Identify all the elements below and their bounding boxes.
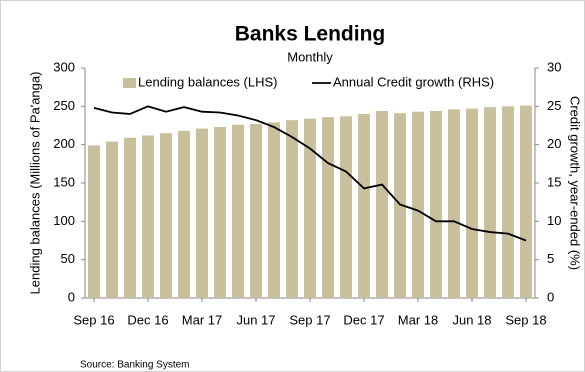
y2-axis-label: Credit growth, year-ended (%) bbox=[568, 96, 583, 270]
bar bbox=[520, 105, 532, 298]
bar bbox=[178, 130, 190, 298]
y-tick-label: 150 bbox=[53, 174, 75, 189]
bar bbox=[466, 108, 478, 298]
x-tick-label: Dec 16 bbox=[127, 312, 168, 327]
y-tick-label: 200 bbox=[53, 136, 75, 151]
x-tick-label: Sep 18 bbox=[505, 312, 546, 327]
bar bbox=[358, 114, 370, 298]
legend-swatch bbox=[123, 78, 136, 88]
legend-label: Lending balances (LHS) bbox=[138, 74, 277, 89]
bar bbox=[286, 120, 298, 298]
bar bbox=[430, 110, 442, 298]
source-note: Source: Banking System bbox=[80, 360, 190, 371]
y-axis-label: Lending balances (Millions of Pa'anga) bbox=[27, 72, 42, 295]
bar bbox=[196, 128, 208, 298]
bar bbox=[232, 124, 244, 298]
bar bbox=[448, 109, 460, 299]
bar bbox=[412, 111, 424, 298]
x-tick-label: Jun 18 bbox=[452, 312, 491, 327]
x-tick-label: Dec 17 bbox=[343, 312, 384, 327]
y-tick-label: 50 bbox=[61, 251, 75, 266]
bar bbox=[214, 127, 226, 299]
bar bbox=[250, 123, 262, 298]
chart-title: Banks Lending bbox=[235, 23, 386, 46]
bar bbox=[124, 137, 136, 298]
y2-tick-label: 30 bbox=[547, 59, 561, 74]
y-tick-label: 100 bbox=[53, 213, 75, 228]
y2-tick-label: 5 bbox=[547, 251, 554, 266]
y2-tick-label: 15 bbox=[547, 174, 561, 189]
chart-subtitle: Monthly bbox=[287, 49, 333, 64]
bar bbox=[106, 141, 118, 298]
line bbox=[93, 105, 527, 242]
x-tick-label: Sep 17 bbox=[289, 312, 330, 327]
bar bbox=[142, 135, 154, 298]
y2-tick-label: 0 bbox=[547, 289, 554, 304]
y-tick-label: 250 bbox=[53, 98, 75, 113]
y2-tick-label: 10 bbox=[547, 213, 561, 228]
x-tick-label: Mar 18 bbox=[398, 312, 438, 327]
bar bbox=[268, 122, 280, 298]
bar bbox=[88, 145, 100, 298]
bar bbox=[322, 117, 334, 298]
x-tick-label: Mar 17 bbox=[182, 312, 222, 327]
bar bbox=[394, 113, 406, 298]
bar bbox=[502, 106, 514, 298]
y-tick-label: 0 bbox=[68, 289, 75, 304]
y2-tick-label: 25 bbox=[547, 98, 561, 113]
bar bbox=[484, 107, 496, 298]
bar bbox=[160, 133, 172, 298]
bar bbox=[304, 118, 316, 298]
y-tick-label: 300 bbox=[53, 59, 75, 74]
x-tick-label: Sep 16 bbox=[73, 312, 114, 327]
x-tick-label: Jun 17 bbox=[236, 312, 275, 327]
legend-label: Annual Credit growth (RHS) bbox=[333, 74, 494, 89]
bar bbox=[340, 116, 352, 298]
bar bbox=[376, 110, 388, 298]
y2-tick-label: 20 bbox=[547, 136, 561, 151]
